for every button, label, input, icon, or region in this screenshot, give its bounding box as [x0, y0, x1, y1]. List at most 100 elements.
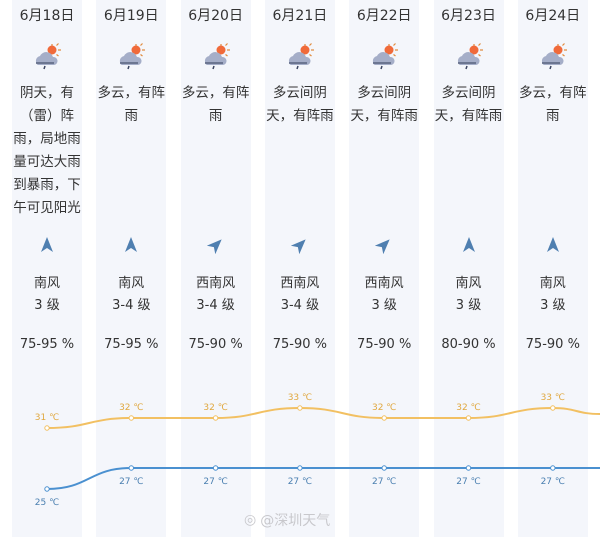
description-line: 量可达大雨: [13, 154, 81, 170]
day-column: 6月23日 多云间阴天，有阵雨 南风 3 级 80-90 %: [433, 0, 504, 537]
wind-direction: 西南风: [364, 276, 404, 291]
description-line: 多云间阴: [272, 85, 327, 101]
wind-arrow-icon: [122, 236, 140, 254]
low-temp-point: [465, 465, 472, 471]
weather-description: 阴天，有 （雷）阵 雨，局地雨 量可达大雨 到暴雨，下 午可见阳光: [2, 82, 92, 220]
description-line: 多云，有阵: [519, 85, 587, 101]
description-line: 午可见阳光: [13, 200, 81, 216]
high-temp-label: 32 ℃: [119, 403, 143, 413]
weather-description: 多云，有阵雨: [86, 82, 176, 128]
low-temp-label: 27 ℃: [541, 477, 565, 487]
high-temp-point: [212, 415, 219, 421]
low-temp-label: 27 ℃: [456, 477, 480, 487]
wind-direction: 西南风: [196, 276, 236, 291]
high-temp-line: [46, 406, 600, 429]
description-line: 雨: [208, 108, 223, 124]
wind-level: 3 级: [34, 298, 60, 313]
cloud-sun-rain-icon: [538, 42, 568, 72]
high-temp-label: 33 ℃: [541, 393, 565, 403]
description-line: 多云间阴: [441, 85, 496, 101]
weibo-logo-icon: ◎: [244, 512, 257, 528]
high-temp-point: [44, 425, 50, 431]
day-date: 6月21日: [272, 8, 328, 24]
description-line: 雨，局地雨: [13, 131, 81, 147]
humidity: 75-90 %: [357, 337, 412, 352]
weather-description: 多云间阴天，有阵雨: [255, 82, 345, 128]
description-line: 雨: [124, 108, 139, 124]
day-column: 6月24日 多云，有阵雨 南风 3 级 75-90 %: [517, 0, 588, 537]
day-date: 6月24日: [525, 8, 581, 24]
low-temp-label: 27 ℃: [119, 477, 143, 487]
low-temp-label: 25 ℃: [35, 498, 59, 508]
high-temp-point: [297, 405, 303, 411]
wind-arrow-icon: [544, 236, 562, 254]
wind-arrow-icon: [374, 236, 393, 255]
cloud-sun-rain-icon: [116, 42, 146, 72]
day-date: 6月22日: [356, 8, 412, 24]
wind-level: 3-4 级: [196, 298, 235, 313]
day-column: 6月22日 多云间阴天，有阵雨 西南风 3 级 75-90 %: [349, 0, 420, 537]
wind-arrow-icon: [460, 236, 478, 254]
weather-description: 多云，有阵雨: [171, 82, 261, 128]
description-line: 多云间阴: [357, 85, 412, 101]
humidity: 75-90 %: [272, 337, 328, 352]
wind-arrow-icon: [206, 236, 225, 255]
day-date: 6月18日: [19, 8, 75, 24]
weather-description: 多云间阴天，有阵雨: [424, 82, 514, 128]
weather-description: 多云间阴天，有阵雨: [339, 82, 429, 128]
low-temp-point: [381, 465, 387, 471]
wind-level: 3-4 级: [112, 298, 151, 313]
weather-description: 多云，有阵雨: [508, 82, 598, 128]
humidity: 75-90 %: [525, 337, 580, 352]
cloud-sun-rain-icon: [369, 42, 399, 72]
high-temp-label: 32 ℃: [372, 403, 396, 413]
wind-direction: 南风: [455, 276, 482, 291]
low-temp-label: 27 ℃: [372, 477, 396, 487]
high-temp-label: 31 ℃: [35, 413, 59, 423]
humidity: 80-90 %: [441, 337, 496, 352]
high-temp-label: 32 ℃: [203, 403, 227, 413]
wind-direction: 南风: [118, 276, 145, 291]
low-temp-label: 27 ℃: [288, 477, 312, 487]
high-temp-point: [550, 405, 556, 411]
wind-level: 3 级: [371, 298, 397, 313]
description-line: 天，有阵雨: [350, 108, 418, 124]
description-line: 多云，有阵: [181, 85, 250, 101]
high-temp-point: [128, 415, 135, 421]
wind-arrow-icon: [290, 236, 309, 255]
day-column: 6月18日 阴天，有 （雷）阵 雨，局地雨 量可达大雨 到暴雨，下 午可见阳光 南风 3 …: [12, 0, 82, 537]
low-temp-point: [550, 465, 556, 471]
watermark: ◎ @深圳天气: [244, 512, 331, 529]
cloud-sun-rain-icon: [285, 42, 315, 72]
low-temp-point: [212, 465, 219, 471]
day-column: 6月19日 多云，有阵雨 南风 3-4 级 75-95 %: [96, 0, 167, 537]
humidity: 75-95 %: [19, 337, 75, 352]
description-line: 雨: [546, 108, 560, 124]
description-line: （雷）阵: [20, 108, 74, 124]
wind-direction: 西南风: [280, 276, 320, 291]
wind-level: 3 级: [455, 298, 482, 313]
high-temp-point: [381, 415, 387, 421]
low-temp-point: [44, 486, 50, 492]
day-date: 6月20日: [188, 8, 243, 24]
description-line: 多云，有阵: [97, 85, 166, 101]
description-line: 天，有阵雨: [266, 108, 334, 124]
low-temp-point: [297, 465, 303, 471]
low-temp-point: [128, 465, 135, 471]
description-line: 天，有阵雨: [434, 108, 503, 124]
wind-level: 3-4 级: [280, 298, 320, 313]
wind-level: 3 级: [540, 298, 566, 313]
day-date: 6月19日: [103, 8, 159, 24]
wind-direction: 南风: [539, 276, 566, 291]
humidity: 75-90 %: [188, 337, 243, 352]
day-column: 6月20日 多云，有阵雨 西南风 3-4 级 75-90 %: [180, 0, 251, 537]
wind-arrow-icon: [38, 236, 56, 254]
cloud-sun-rain-icon: [454, 42, 484, 72]
cloud-sun-rain-icon: [201, 42, 231, 72]
high-temp-point: [465, 415, 472, 421]
high-temp-label: 32 ℃: [456, 403, 480, 413]
low-temp-label: 27 ℃: [203, 477, 227, 487]
description-line: 到暴雨，下: [13, 177, 81, 193]
day-date: 6月23日: [441, 8, 496, 24]
